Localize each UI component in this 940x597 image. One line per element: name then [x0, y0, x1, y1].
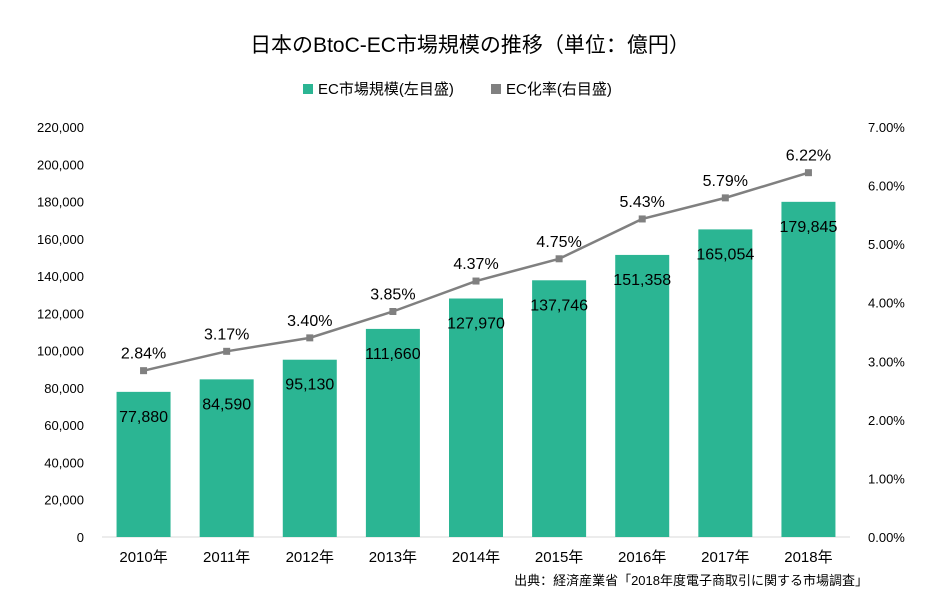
rate-value-label: 2.84% — [121, 346, 166, 363]
bar-data-labels: 77,880 84,590 95,130 111,660 127,970 137,746 1… — [119, 219, 837, 426]
rate-value-label: 3.85% — [370, 287, 415, 304]
x-tick-label: 2015年 — [535, 549, 583, 566]
y-axis-left: 0 20,000 40,000 60,000 80,000 100,000 120,000 1… — [37, 120, 84, 545]
rate-value-label: 5.79% — [703, 173, 748, 190]
rate-marker-2017年 — [721, 194, 729, 202]
legend: EC市場規模(左目盛) EC化率(右目盛) — [303, 81, 612, 98]
x-tick-label: 2013年 — [369, 549, 417, 566]
bar-2016年 — [615, 254, 670, 538]
y-right-tick-label: 6.00% — [868, 179, 905, 194]
bar-value-label: 111,660 — [365, 346, 421, 363]
y-left-tick-label: 120,000 — [37, 306, 84, 321]
rate-value-label: 3.17% — [204, 326, 249, 343]
y-axis-right: 0.00% 1.00% 2.00% 3.00% 4.00% 5.00% 6.00% 7.00% — [868, 120, 905, 545]
bar-value-label: 95,130 — [285, 377, 334, 394]
rate-value-label: 6.22% — [786, 148, 831, 165]
chart-title: 日本のBtoC-EC市場規模の推移（単位：億円） — [250, 34, 690, 57]
bar-value-label: 137,746 — [530, 297, 588, 314]
bar-2018年 — [781, 201, 836, 537]
rate-value-label: 4.37% — [453, 256, 498, 273]
rate-marker-2013年 — [389, 308, 397, 315]
legend-label-line: EC化率(右目盛) — [506, 81, 612, 98]
y-left-tick-label: 200,000 — [37, 157, 84, 172]
bar-value-label: 165,054 — [696, 246, 754, 263]
y-left-tick-label: 100,000 — [37, 344, 84, 359]
y-right-tick-label: 1.00% — [868, 471, 905, 486]
rate-marker-2016年 — [638, 215, 646, 223]
x-tick-label: 2014年 — [452, 549, 500, 566]
bar-2010年 — [116, 391, 171, 537]
y-left-tick-label: 160,000 — [37, 232, 84, 247]
source-note: 出典：経済産業省「2018年度電子商取引に関する市場調査」 — [514, 573, 868, 588]
y-left-tick-label: 220,000 — [37, 120, 84, 135]
y-left-tick-label: 40,000 — [44, 455, 84, 470]
bar-2017年 — [698, 229, 753, 538]
bar-value-label: 179,845 — [780, 219, 838, 236]
bar-value-label: 151,358 — [613, 272, 671, 289]
rate-value-label: 5.43% — [620, 194, 665, 211]
y-left-tick-label: 60,000 — [44, 418, 84, 433]
rate-marker-2015年 — [555, 255, 563, 263]
bar-value-label: 84,590 — [202, 396, 251, 413]
y-left-tick-label: 180,000 — [37, 195, 84, 210]
rate-marker-2010年 — [140, 367, 148, 375]
bar-2011年 — [199, 379, 254, 537]
x-axis: 2010年 2011年 2012年 2013年 2014年 2015年 2016年 2017年… — [119, 549, 832, 566]
x-tick-label: 2017年 — [701, 549, 749, 566]
y-left-tick-label: 20,000 — [44, 493, 84, 508]
bar-value-label: 77,880 — [119, 409, 168, 426]
bar-value-label: 127,970 — [447, 316, 505, 333]
x-tick-label: 2018年 — [784, 549, 832, 566]
rate-marker-2018年 — [804, 169, 812, 177]
y-left-tick-label: 80,000 — [44, 381, 84, 396]
rate-marker-2014年 — [472, 277, 480, 285]
x-tick-label: 2012年 — [286, 549, 334, 566]
line-data-labels: 2.84% 3.17% 3.40% 3.85% 4.37% 4.75% 5.43% 5.79%… — [121, 148, 831, 363]
y-right-tick-label: 2.00% — [868, 413, 905, 428]
x-tick-label: 2010年 — [119, 549, 167, 566]
bar-2014年 — [449, 298, 503, 537]
y-right-tick-label: 4.00% — [868, 296, 905, 311]
y-right-tick-label: 0.00% — [868, 530, 905, 545]
rate-value-label: 3.40% — [287, 313, 332, 330]
legend-swatch-bar — [303, 84, 313, 94]
y-left-tick-label: 140,000 — [37, 269, 84, 284]
y-right-tick-label: 7.00% — [868, 120, 905, 135]
x-tick-label: 2016年 — [618, 549, 666, 566]
bar-2015年 — [532, 280, 587, 537]
rate-value-label: 4.75% — [536, 234, 581, 251]
y-right-tick-label: 5.00% — [868, 237, 905, 252]
y-left-tick-label: 0 — [77, 530, 84, 545]
y-right-tick-label: 3.00% — [868, 354, 905, 369]
bar-series — [116, 201, 836, 538]
x-tick-label: 2011年 — [203, 549, 250, 566]
legend-swatch-line — [491, 84, 501, 94]
bar-2012年 — [282, 359, 337, 537]
line-series — [140, 169, 812, 375]
rate-marker-2012年 — [306, 334, 314, 342]
rate-marker-2011年 — [223, 347, 231, 355]
bar-2013年 — [365, 328, 420, 537]
legend-label-bar: EC市場規模(左目盛) — [318, 81, 454, 98]
